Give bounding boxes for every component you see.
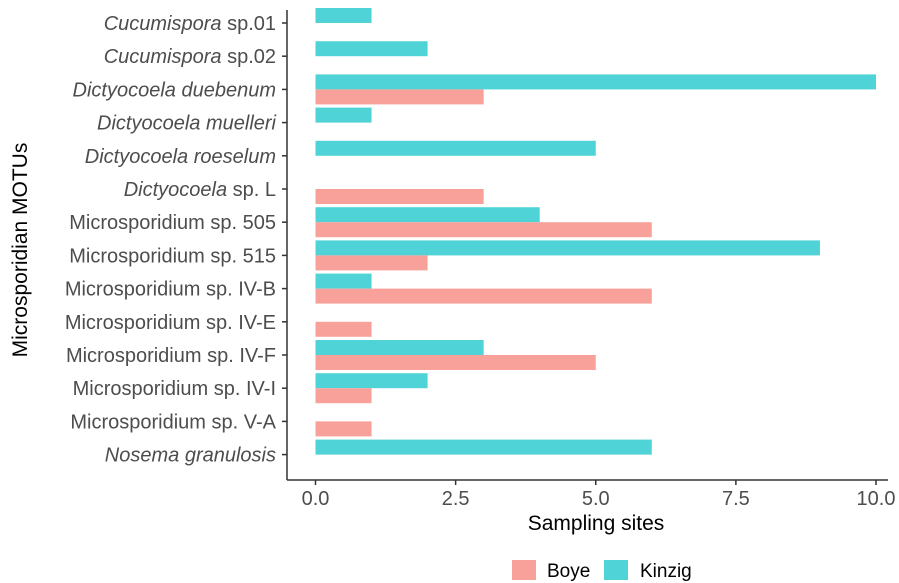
bar-boye <box>315 255 428 271</box>
bar-kinzig <box>315 140 596 156</box>
x-tick-label: 2.5 <box>442 488 470 510</box>
y-axis-title: Microsporidian MOTUs <box>9 143 32 358</box>
y-tick-label: Microsporidium sp. IV-F <box>66 345 276 367</box>
y-tick-label: Microsporidium sp. IV-B <box>65 279 276 301</box>
legend: Boye Kinzig <box>512 560 692 582</box>
legend-key-boye <box>512 560 536 580</box>
y-tick-label: Microsporidium sp. V-A <box>70 411 276 433</box>
bar-kinzig <box>315 8 372 23</box>
x-tick-label: 10.0 <box>857 488 896 510</box>
bar-kinzig <box>315 373 428 389</box>
bar-kinzig <box>315 240 820 256</box>
y-tick-label: Dictyocoela sp. L <box>124 179 276 201</box>
bar-kinzig <box>315 439 652 455</box>
x-tick-group: 0.0 2.5 5.0 7.5 10.0 <box>302 480 896 510</box>
y-tick-label: Dictyocoela muelleri <box>97 113 277 135</box>
bar-boye <box>315 89 484 105</box>
y-tick-label: Cucumispora sp.02 <box>104 46 276 68</box>
bar-boye <box>315 189 484 204</box>
y-tick-label: Dictyocoela duebenum <box>73 79 276 101</box>
bar-group <box>315 8 876 455</box>
x-tick-label: 5.0 <box>582 488 610 510</box>
bar-kinzig <box>315 74 876 90</box>
bar-boye <box>315 421 372 437</box>
bar-boye <box>315 222 652 238</box>
bar-boye <box>315 355 596 370</box>
x-axis-title: Sampling sites <box>528 512 665 535</box>
y-tick-label: Microsporidium sp. IV-I <box>73 378 276 400</box>
bar-kinzig <box>315 41 428 57</box>
bar-kinzig <box>315 273 372 289</box>
bar-boye <box>315 321 372 337</box>
legend-label-boye: Boye <box>547 561 590 582</box>
y-tick-label: Dictyocoela roeselum <box>85 146 276 168</box>
y-tick-label: Microsporidium sp. 515 <box>69 245 276 267</box>
bar-kinzig <box>315 340 484 355</box>
y-tick-label: Microsporidium sp. IV-E <box>65 312 276 334</box>
bar-boye <box>315 388 372 404</box>
x-tick-label: 0.0 <box>302 488 330 510</box>
bar-boye <box>315 288 652 304</box>
y-tick-label: Cucumispora sp.01 <box>104 13 276 35</box>
bar-kinzig <box>315 207 540 223</box>
legend-key-kinzig <box>604 560 628 580</box>
y-tick-group: Cucumispora sp.01 Cucumispora sp.02 Dictyo… <box>65 13 287 467</box>
y-tick-label: Microsporidium sp. 505 <box>69 212 276 234</box>
x-tick-label: 7.5 <box>722 488 750 510</box>
legend-label-kinzig: Kinzig <box>640 561 692 582</box>
y-tick-label: Nosema granulosis <box>105 445 276 467</box>
bar-kinzig <box>315 107 372 123</box>
